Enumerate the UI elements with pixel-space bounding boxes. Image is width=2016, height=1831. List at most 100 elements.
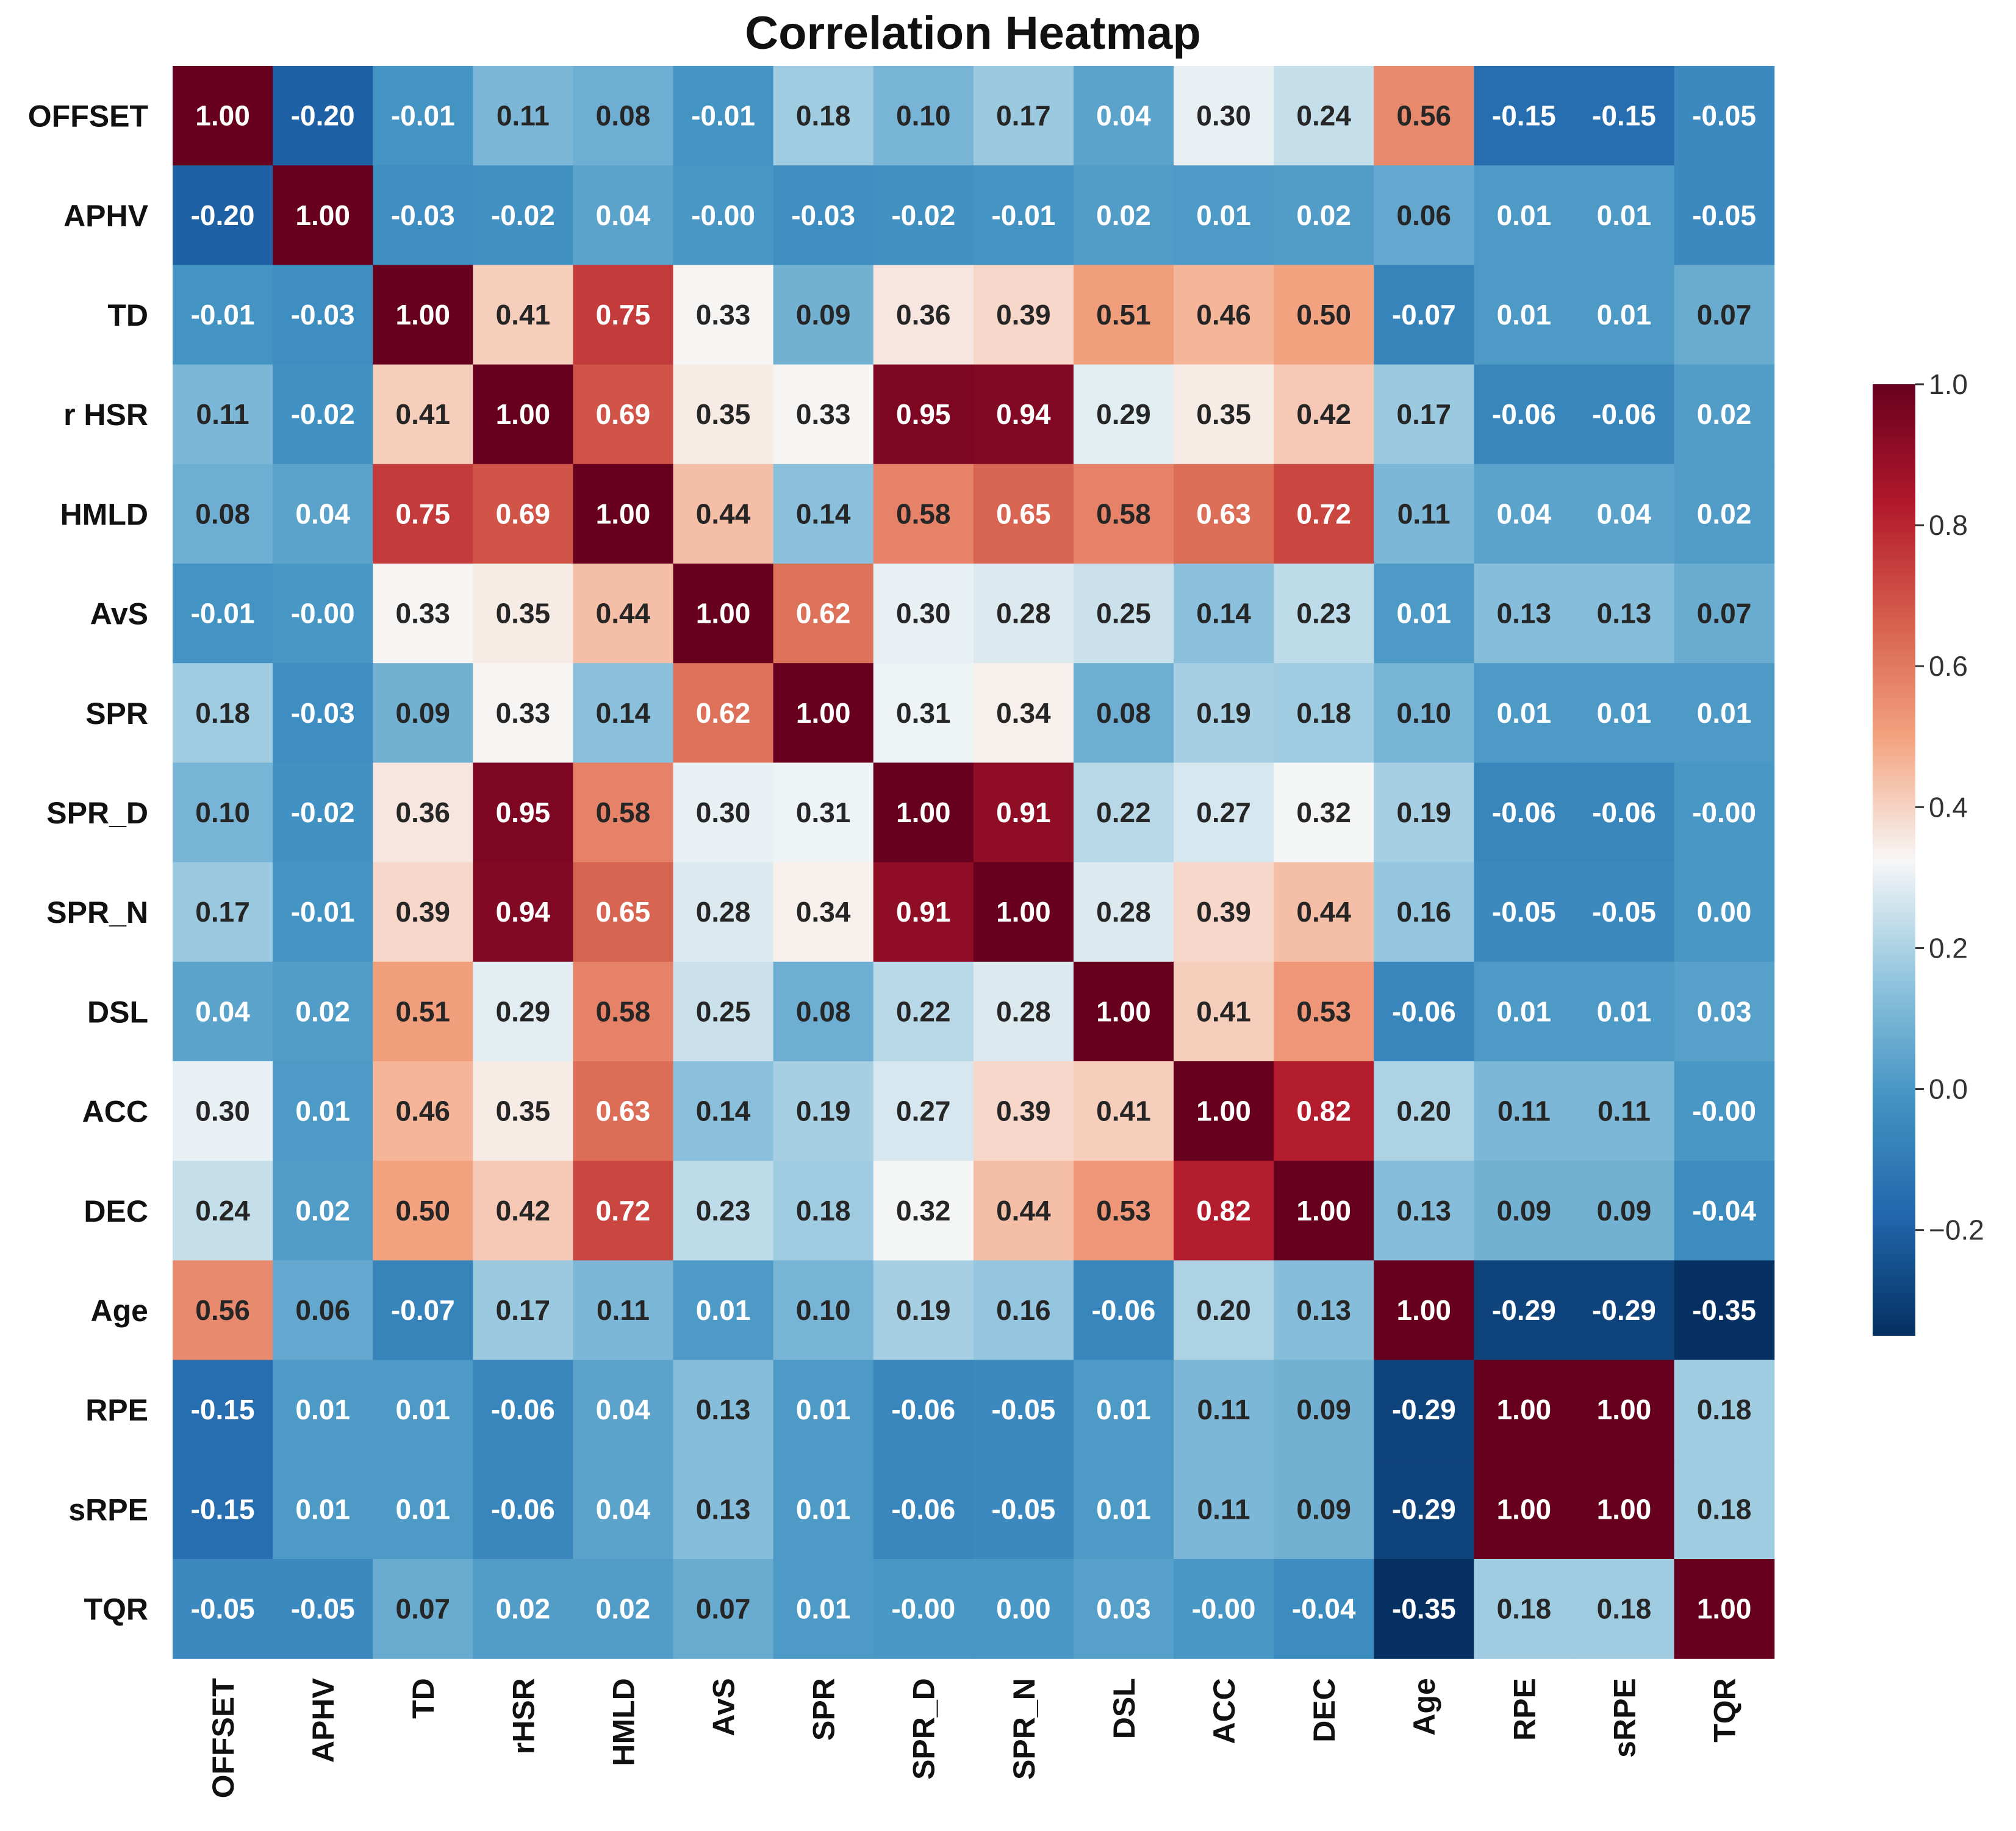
heatmap-cell-HMLD-SPR_D — [873, 464, 974, 564]
heatmap-cell-rHSR-Age — [1374, 364, 1474, 465]
heatmap-cell-sRPE-sRPE — [1574, 1459, 1675, 1560]
heatmap-cell-RPE-rHSR — [473, 1360, 573, 1460]
cell-value-TD-RPE: 0.01 — [1497, 299, 1552, 331]
heatmap-cell-TQR-Age — [1374, 1559, 1474, 1659]
cell-value-APHV-AvS: -0.00 — [691, 199, 755, 231]
heatmap-cell-RPE-ACC — [1174, 1360, 1274, 1460]
heatmap-cell-Age-APHV — [273, 1260, 373, 1361]
cell-value-SPR-SPR_N: 0.34 — [996, 697, 1051, 729]
cell-value-HMLD-TQR: 0.02 — [1697, 498, 1752, 529]
heatmap-cell-DSL-rHSR — [473, 961, 573, 1062]
heatmap-cell-SPR-rHSR — [473, 663, 573, 763]
heatmap-cell-rHSR-ACC — [1174, 364, 1274, 465]
cell-value-SPR_N-APHV: -0.01 — [291, 896, 355, 928]
cell-value-TD-DSL: 0.51 — [1096, 299, 1151, 331]
heatmap-cell-DEC-SPR — [773, 1161, 874, 1261]
heatmap-cell-APHV-DSL — [1073, 165, 1174, 265]
cell-value-SPR-OFFSET: 0.18 — [195, 697, 250, 729]
heatmap-cell-DSL-TD — [373, 961, 473, 1062]
heatmap-cell-SPR-SPR_D — [873, 663, 974, 763]
cell-value-DEC-TD: 0.50 — [395, 1195, 450, 1227]
cell-value-Age-DEC: 0.13 — [1296, 1294, 1351, 1326]
cell-value-ACC-AvS: 0.14 — [696, 1095, 751, 1127]
heatmap-cell-ACC-AvS — [673, 1061, 774, 1161]
heatmap-cell-SPR_D-SPR — [773, 762, 874, 863]
cell-value-HMLD-SPR_N: 0.65 — [996, 498, 1051, 529]
heatmap-cell-RPE-OFFSET — [173, 1360, 273, 1460]
cell-value-SPR_N-rHSR: 0.94 — [496, 896, 551, 928]
heatmap-cell-SPR_D-DSL — [1073, 762, 1174, 863]
heatmap-cell-APHV-rHSR — [473, 165, 573, 265]
cell-value-SPR_D-sRPE: -0.06 — [1592, 797, 1656, 828]
cell-value-SPR_N-HMLD: 0.65 — [596, 896, 651, 928]
cell-value-rHSR-HMLD: 0.69 — [596, 398, 651, 430]
heatmap-cell-OFFSET-AvS — [673, 66, 774, 166]
heatmap-cell-DSL-SPR_N — [973, 961, 1074, 1062]
cell-value-Age-OFFSET: 0.56 — [195, 1294, 250, 1326]
heatmap-cell-HMLD-rHSR — [473, 464, 573, 564]
cell-value-OFFSET-HMLD: 0.08 — [596, 100, 651, 132]
heatmap-cell-HMLD-APHV — [273, 464, 373, 564]
heatmap-cell-SPR-Age — [1374, 663, 1474, 763]
heatmap-cell-OFFSET-DSL — [1073, 66, 1174, 166]
cell-value-DEC-sRPE: 0.09 — [1597, 1195, 1652, 1227]
colorbar-tick-label: 0.8 — [1929, 509, 1968, 541]
colorbar-tick-label: 0.4 — [1929, 791, 1968, 823]
heatmap-cell-SPR_N-RPE — [1474, 862, 1574, 962]
heatmap-cell-rHSR-TD — [373, 364, 473, 465]
cell-value-TQR-RPE: 0.18 — [1497, 1593, 1552, 1625]
cell-value-OFFSET-ACC: 0.30 — [1196, 100, 1251, 132]
cell-value-DSL-sRPE: 0.01 — [1597, 995, 1652, 1027]
cell-value-AvS-SPR_D: 0.30 — [896, 598, 951, 629]
cell-value-DEC-OFFSET: 0.24 — [195, 1195, 250, 1227]
row-label-DEC: DEC — [84, 1194, 148, 1228]
heatmap-cell-TQR-ACC — [1174, 1559, 1274, 1659]
heatmap-cell-AvS-RPE — [1474, 564, 1574, 664]
heatmap-cell-Age-SPR_D — [873, 1260, 974, 1361]
heatmap-cell-OFFSET-sRPE — [1574, 66, 1675, 166]
cell-value-TQR-DSL: 0.03 — [1096, 1593, 1151, 1625]
cell-value-DSL-ACC: 0.41 — [1196, 995, 1251, 1027]
cell-value-APHV-HMLD: 0.04 — [596, 199, 651, 231]
cell-value-APHV-OFFSET: -0.20 — [191, 199, 255, 231]
cell-value-RPE-HMLD: 0.04 — [596, 1394, 651, 1425]
cell-value-Age-RPE: -0.29 — [1492, 1294, 1556, 1326]
cell-value-rHSR-SPR_N: 0.94 — [996, 398, 1051, 430]
cell-value-OFFSET-TQR: -0.05 — [1692, 100, 1756, 132]
heatmap-cell-APHV-RPE — [1474, 165, 1574, 265]
cell-value-SPR_D-DEC: 0.32 — [1296, 797, 1351, 828]
heatmap-cell-TD-AvS — [673, 265, 774, 365]
heatmap-cell-TQR-RPE — [1474, 1559, 1574, 1659]
heatmap-cell-HMLD-DSL — [1073, 464, 1174, 564]
cell-value-sRPE-OFFSET: -0.15 — [191, 1493, 255, 1525]
cell-value-ACC-DEC: 0.82 — [1296, 1095, 1351, 1127]
cell-value-SPR-AvS: 0.62 — [696, 697, 751, 729]
row-label-APHV: APHV — [63, 199, 149, 233]
cell-value-TD-SPR_N: 0.39 — [996, 299, 1051, 331]
cell-value-DSL-APHV: 0.02 — [295, 995, 350, 1027]
cell-value-SPR_D-DSL: 0.22 — [1096, 797, 1151, 828]
cell-value-SPR_D-OFFSET: 0.10 — [195, 797, 250, 828]
heatmap-cell-OFFSET-RPE — [1474, 66, 1574, 166]
cell-value-OFFSET-sRPE: -0.15 — [1592, 100, 1656, 132]
cell-value-SPR_N-TQR: 0.00 — [1697, 896, 1752, 928]
heatmap-cell-APHV-TD — [373, 165, 473, 265]
cell-value-TQR-ACC: -0.00 — [1192, 1593, 1256, 1625]
heatmap-cell-Age-TD — [373, 1260, 473, 1361]
heatmap-cell-SPR_N-sRPE — [1574, 862, 1675, 962]
heatmap-cell-SPR_D-RPE — [1474, 762, 1574, 863]
cell-value-OFFSET-AvS: -0.01 — [691, 100, 755, 132]
heatmap-cell-sRPE-AvS — [673, 1459, 774, 1560]
column-label-Age: Age — [1407, 1678, 1441, 1735]
heatmap-cell-HMLD-RPE — [1474, 464, 1574, 564]
cell-value-TQR-HMLD: 0.02 — [596, 1593, 651, 1625]
heatmap-cell-AvS-AvS — [673, 564, 774, 664]
row-label-SPR_D: SPR_D — [46, 796, 148, 830]
column-label-SPR_D: SPR_D — [907, 1678, 941, 1780]
cell-value-TQR-OFFSET: -0.05 — [191, 1593, 255, 1625]
cell-value-Age-SPR_N: 0.16 — [996, 1294, 1051, 1326]
colorbar-tick-label: 1.0 — [1929, 368, 1968, 400]
heatmap-cell-sRPE-SPR — [773, 1459, 874, 1560]
cell-value-ACC-ACC: 1.00 — [1196, 1095, 1251, 1127]
cell-value-SPR_N-DSL: 0.28 — [1096, 896, 1151, 928]
